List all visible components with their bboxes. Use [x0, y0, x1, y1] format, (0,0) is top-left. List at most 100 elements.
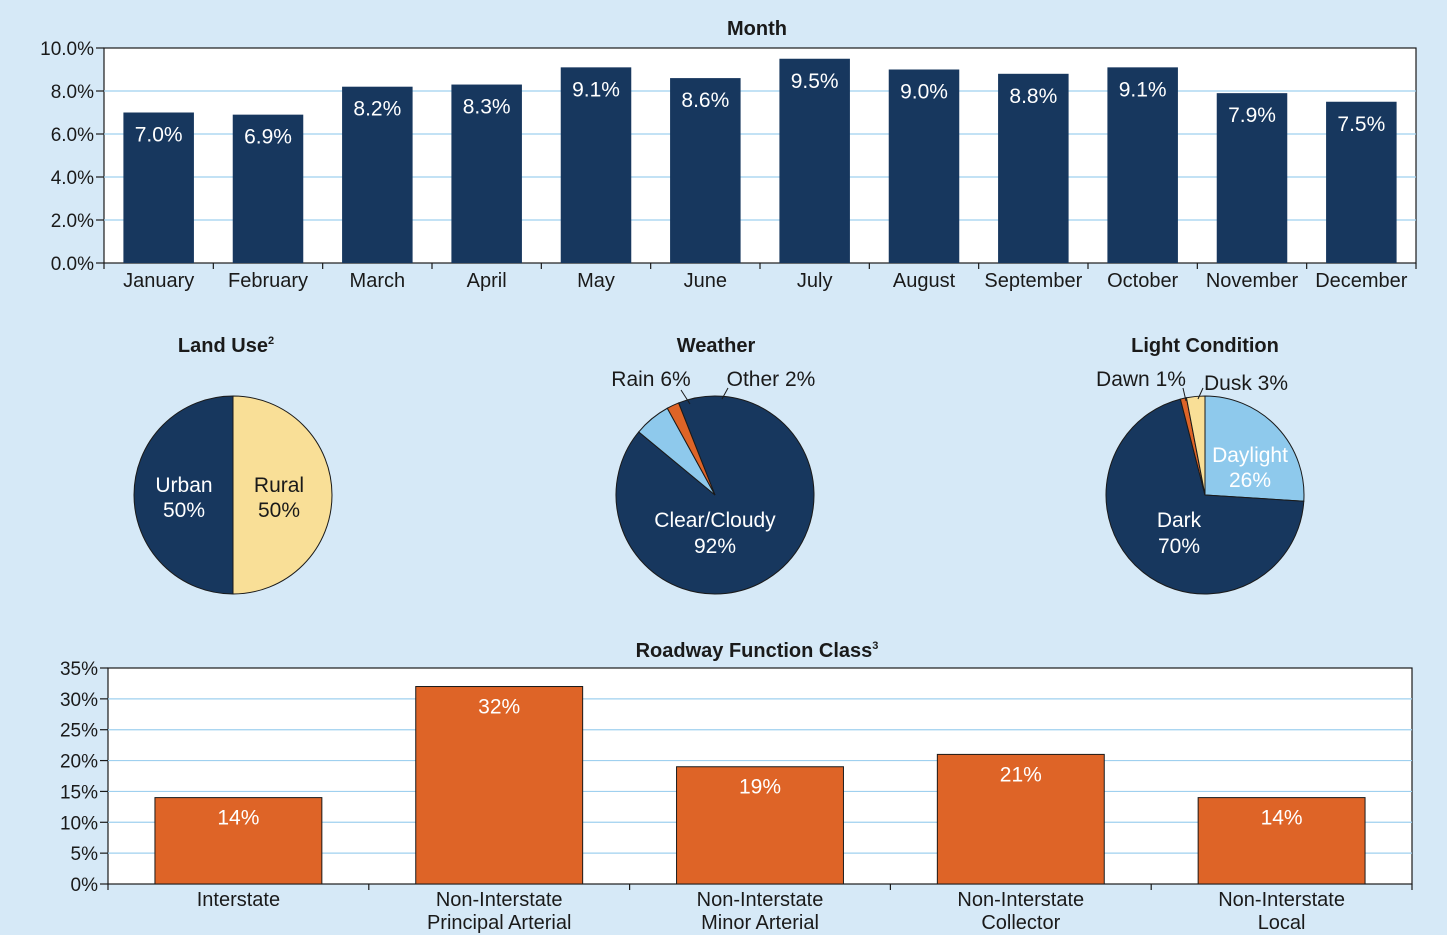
x-category-label: Minor Arterial [701, 912, 819, 934]
x-category-label: April [467, 270, 507, 292]
bar [451, 84, 522, 263]
light-daylight-label: Daylight [1212, 444, 1288, 467]
y-tick-label: 25% [60, 721, 98, 742]
light-condition-pie [1105, 395, 1305, 595]
weather-clear-label: Clear/Cloudy [654, 509, 776, 532]
x-category-label: Interstate [197, 889, 280, 911]
x-category-label: Non-Interstate [1218, 889, 1345, 911]
pie-slice [666, 402, 716, 496]
pie-slice [1105, 398, 1305, 595]
bar-value-label: 21% [1000, 763, 1042, 786]
bar [415, 686, 584, 885]
y-tick-label: 4.0% [51, 168, 94, 189]
bar [123, 112, 194, 263]
weather-chart: Weather Clear/Cloudy 92% Rain 6% Other 2… [611, 335, 816, 595]
roadway-x-axis: Interstate Non-Interstate Principal Arteri… [107, 884, 1413, 934]
bar [232, 114, 304, 264]
roadway-bars: 14% 32% 19% 21% 14% [154, 686, 1366, 885]
y-tick-label: 20% [60, 752, 98, 773]
bar [1107, 67, 1178, 263]
bar-value-label: 9.5% [791, 70, 839, 93]
land-use-pie [133, 395, 333, 595]
x-category-label: July [797, 270, 833, 292]
bar-value-label: 14% [1261, 807, 1303, 830]
weather-clear-pct: 92% [694, 535, 736, 558]
land-use-chart: Land Use2 Urban 50% Rural 50% [133, 335, 333, 595]
x-category-label: Local [1258, 912, 1306, 934]
bar-value-label: 19% [739, 776, 781, 799]
bar-value-label: 8.6% [681, 89, 729, 112]
month-y-axis: 0.0% 2.0% 4.0% 6.0% 8.0% 10.0% [40, 39, 104, 275]
weather-other-leader [721, 387, 729, 400]
month-chart-title: Month [727, 18, 787, 40]
month-chart: Month 0.0% 2.0% 4.0% 6.0% 8.0% 10.0% 7.0% 6.9%… [40, 18, 1417, 292]
bar [560, 67, 632, 263]
month-plot-area [103, 47, 1417, 264]
bar [888, 69, 960, 263]
weather-rain-leader [680, 389, 691, 405]
x-category-label: January [123, 270, 194, 292]
month-gridlines [104, 90, 1416, 221]
bar [1326, 101, 1397, 263]
y-tick-label: 30% [60, 690, 98, 711]
x-category-label: May [577, 270, 615, 292]
bar [154, 797, 323, 885]
bar [998, 73, 1069, 263]
x-category-label: Principal Arterial [427, 912, 572, 934]
weather-other-label: Other 2% [727, 368, 816, 391]
bar-value-label: 8.2% [353, 98, 401, 121]
bar-value-label: 8.8% [1009, 85, 1057, 108]
land-use-rural-label: Rural [254, 474, 304, 497]
bar [1216, 93, 1288, 264]
x-category-label: Non-Interstate [697, 889, 824, 911]
weather-pie [615, 395, 815, 595]
bar [936, 753, 1105, 885]
bar [1197, 797, 1366, 885]
x-category-label: December [1315, 270, 1408, 292]
month-x-axis: January February March April May June July Augu… [103, 263, 1417, 292]
y-tick-label: 10.0% [40, 39, 94, 60]
x-category-label: June [684, 270, 727, 292]
light-dawn-leader [1182, 387, 1187, 402]
bar-value-label: 7.5% [1337, 113, 1385, 136]
bar-value-label: 14% [217, 807, 259, 830]
bar-value-label: 32% [478, 696, 520, 719]
y-tick-label: 6.0% [51, 125, 94, 146]
bar [342, 86, 413, 263]
y-tick-label: 5% [71, 844, 99, 865]
weather-rain-label: Rain 6% [611, 368, 690, 391]
y-tick-label: 0.0% [51, 254, 94, 275]
bar [670, 78, 741, 263]
weather-title: Weather [677, 335, 756, 357]
land-use-urban-pct: 50% [163, 499, 205, 522]
x-category-label: October [1107, 270, 1178, 292]
bar [779, 58, 850, 263]
y-tick-label: 8.0% [51, 82, 94, 103]
x-category-label: February [228, 270, 308, 292]
light-condition-chart: Light Condition Daylight 26% Dark 70% Da… [1096, 335, 1305, 595]
y-tick-label: 2.0% [51, 211, 94, 232]
roadway-chart: Roadway Function Class3 0% 5% 10% 15% 20% 25%… [60, 640, 1413, 934]
land-use-urban-label: Urban [155, 474, 212, 497]
pie-slice [1204, 395, 1305, 502]
x-category-label: August [893, 270, 956, 292]
light-dark-label: Dark [1157, 509, 1202, 532]
land-use-rural-pct: 50% [258, 499, 300, 522]
bar-value-label: 9.0% [900, 81, 948, 104]
light-dusk-label: Dusk 3% [1204, 372, 1288, 395]
bar-value-label: 9.1% [1119, 78, 1167, 101]
bar-value-label: 9.1% [572, 78, 620, 101]
light-dark-pct: 70% [1158, 535, 1200, 558]
pie-slice [133, 395, 234, 595]
y-tick-label: 15% [60, 782, 98, 803]
roadway-y-axis: 0% 5% 10% 15% 20% 25% 30% 35% [60, 659, 108, 896]
y-tick-label: 35% [60, 659, 98, 680]
x-category-label: November [1206, 270, 1299, 292]
x-category-label: March [350, 270, 406, 292]
bar-value-label: 7.0% [135, 124, 183, 147]
y-tick-label: 0% [71, 875, 99, 896]
light-dawn-label: Dawn 1% [1096, 368, 1186, 391]
land-use-title: Land Use2 [178, 335, 274, 357]
